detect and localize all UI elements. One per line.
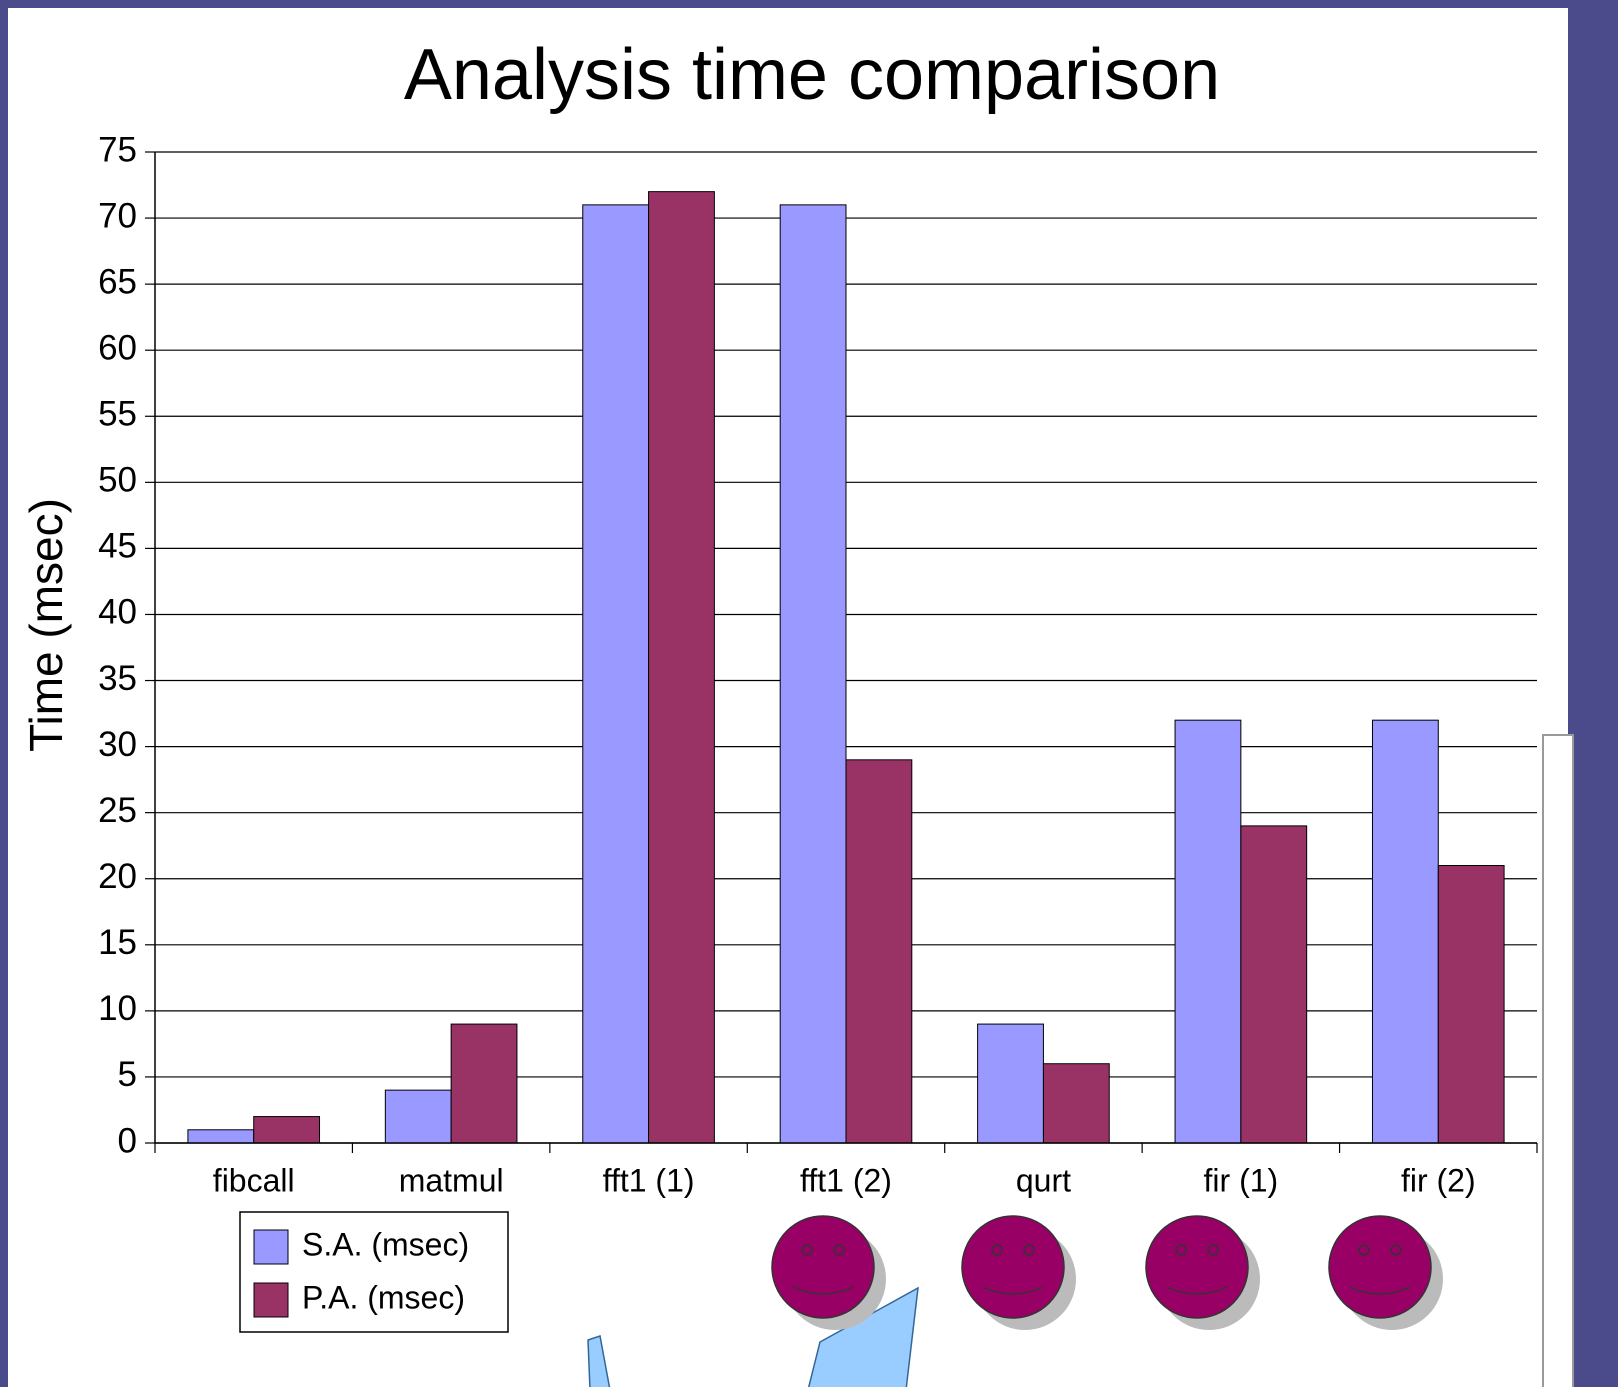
- smiley: [961, 1215, 1065, 1319]
- y-tick-label: 40: [98, 593, 137, 632]
- x-tick-label: fibcall: [213, 1162, 295, 1198]
- y-tick-label: 25: [98, 791, 137, 830]
- decorations: [587, 1286, 919, 1387]
- smiley: [771, 1215, 875, 1319]
- x-tick-label: fft1 (1): [603, 1162, 695, 1198]
- chart-title: Analysis time comparison: [404, 35, 1220, 115]
- bar: [1174, 719, 1242, 1144]
- bar: [779, 204, 847, 1144]
- smiley-eye: [991, 1244, 1003, 1256]
- y-axis-label: Time (msec): [20, 498, 72, 752]
- bar: [1371, 719, 1439, 1144]
- y-tick-label: 10: [98, 989, 137, 1028]
- x-tick-label: fir (1): [1204, 1162, 1279, 1198]
- smiley-eye: [1023, 1244, 1035, 1256]
- smiley-eye: [1358, 1244, 1370, 1256]
- y-tick-label: 75: [98, 130, 137, 169]
- bar: [253, 1116, 321, 1144]
- bar: [1437, 865, 1505, 1144]
- y-tick-label: 65: [98, 262, 137, 301]
- y-tick-label: 15: [98, 923, 137, 962]
- x-tick-label: fir (2): [1401, 1162, 1476, 1198]
- side-frame: [1542, 734, 1574, 1387]
- y-tick-label: 20: [98, 857, 137, 896]
- arrow-shape: [587, 1335, 611, 1387]
- legend-label: S.A. (msec): [302, 1226, 469, 1262]
- smiley-mouth: [1166, 1286, 1228, 1295]
- smiley-eye: [1175, 1244, 1187, 1256]
- smiley: [1145, 1215, 1249, 1319]
- legend-label: P.A. (msec): [302, 1279, 465, 1315]
- legend-swatch: [253, 1282, 289, 1318]
- bar: [187, 1129, 255, 1144]
- y-tick-label: 45: [98, 527, 137, 566]
- y-tick-label: 35: [98, 659, 137, 698]
- smiley-eye: [801, 1244, 813, 1256]
- bar: [582, 204, 650, 1144]
- smiley-mouth: [1349, 1286, 1411, 1295]
- y-tick-label: 55: [98, 395, 137, 434]
- x-tick-label: matmul: [399, 1162, 504, 1198]
- bar: [450, 1023, 518, 1144]
- bar: [1240, 825, 1308, 1144]
- smiley-mouth: [792, 1286, 854, 1295]
- smiley-mouth: [982, 1286, 1044, 1295]
- x-tick-label: fft1 (2): [800, 1162, 892, 1198]
- x-tick-label: qurt: [1016, 1162, 1071, 1198]
- smiley-eye: [833, 1244, 845, 1256]
- y-tick-label: 0: [118, 1121, 137, 1160]
- bar: [977, 1023, 1044, 1144]
- y-tick-label: 60: [98, 328, 137, 367]
- smiley: [1328, 1215, 1432, 1319]
- legend-swatch: [253, 1229, 289, 1265]
- y-tick-label: 50: [98, 461, 137, 500]
- y-tick-label: 70: [98, 196, 137, 235]
- bar: [384, 1089, 452, 1144]
- smiley-eye: [1207, 1244, 1219, 1256]
- bar: [845, 759, 913, 1144]
- smiley-eye: [1390, 1244, 1402, 1256]
- arrow-shape: [807, 1286, 919, 1387]
- y-tick-label: 5: [118, 1055, 137, 1094]
- y-tick-label: 30: [98, 725, 137, 764]
- bar: [1042, 1063, 1110, 1144]
- bar: [648, 191, 715, 1144]
